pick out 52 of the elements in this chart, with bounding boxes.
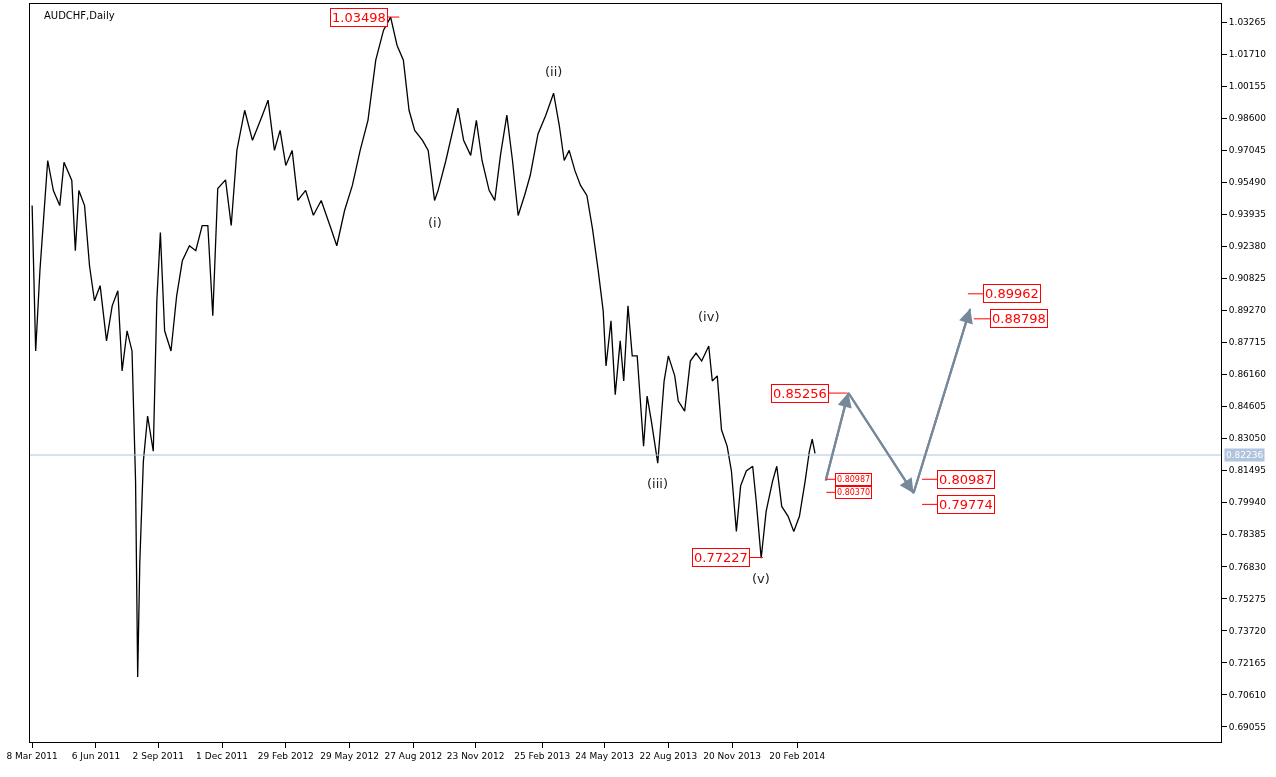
y-tick-label: 0.79940 <box>1228 497 1267 508</box>
x-tick-label: 8 Mar 2011 <box>6 750 58 761</box>
y-tick-label: 0.73720 <box>1228 625 1267 636</box>
annotation: (v) <box>752 571 770 586</box>
x-tick-label: 25 Feb 2013 <box>514 750 571 761</box>
x-tick-label: 24 May 2013 <box>575 750 634 761</box>
x-tick-label: 27 Aug 2012 <box>384 750 443 761</box>
x-tick-label: 2 Sep 2011 <box>132 750 184 761</box>
annotation: 1.03498 <box>332 10 386 25</box>
annotation: (iii) <box>647 476 668 491</box>
annotation: 0.80370 <box>837 488 871 497</box>
annotation: 0.85256 <box>773 386 827 401</box>
x-tick-label: 22 Aug 2013 <box>639 750 698 761</box>
y-tick-label: 0.70610 <box>1228 689 1267 700</box>
y-tick-label: 0.81495 <box>1228 465 1267 476</box>
y-tick-label: 0.93935 <box>1228 209 1267 220</box>
y-tick-label: 0.84605 <box>1228 401 1267 412</box>
y-tick-label: 0.92380 <box>1228 241 1267 252</box>
y-tick-label: 1.01710 <box>1228 49 1267 60</box>
y-tick-label: 0.98600 <box>1228 113 1267 124</box>
annotation: (i) <box>428 215 442 230</box>
annotation: (iv) <box>698 309 720 324</box>
text: AUDCHF,Daily <box>44 10 115 21</box>
y-tick-label: 1.03265 <box>1228 17 1267 28</box>
y-tick-label: 0.86160 <box>1228 369 1267 380</box>
x-tick-label: 20 Nov 2013 <box>703 750 761 761</box>
x-tick-label: 29 May 2012 <box>320 750 379 761</box>
annotation: 0.79774 <box>939 497 993 512</box>
y-tick-label: 1.00155 <box>1228 81 1267 92</box>
y-tick-label: 0.97045 <box>1228 145 1267 156</box>
y-tick-label: 0.89270 <box>1228 305 1267 316</box>
y-tick-label: 0.90825 <box>1228 273 1267 284</box>
annotation: 0.89962 <box>985 286 1039 301</box>
annotation: 0.80987 <box>939 472 993 487</box>
y-tick-label: 0.83050 <box>1228 433 1267 444</box>
x-tick-label: 29 Feb 2012 <box>257 750 314 761</box>
y-tick-label: 0.69055 <box>1228 721 1267 732</box>
annotation: 0.77227 <box>694 550 748 565</box>
ref-line-label: 0.82236 <box>1226 450 1264 460</box>
annotation: (ii) <box>545 64 563 79</box>
x-tick-label: 1 Dec 2011 <box>196 750 248 761</box>
y-tick-label: 0.72165 <box>1228 657 1267 668</box>
annotation: 0.88798 <box>992 311 1046 326</box>
y-tick-label: 0.78385 <box>1228 529 1267 540</box>
y-tick-label: 0.87715 <box>1228 337 1267 348</box>
x-tick-label: 20 Feb 2014 <box>769 750 826 761</box>
x-tick-label: 23 Nov 2012 <box>446 750 505 761</box>
annotation: 0.80987 <box>837 475 871 484</box>
y-tick-label: 0.75275 <box>1228 593 1267 604</box>
x-tick-label: 6 Jun 2011 <box>71 750 121 761</box>
y-tick-label: 0.95490 <box>1228 177 1267 188</box>
y-tick-label: 0.76830 <box>1228 561 1267 572</box>
